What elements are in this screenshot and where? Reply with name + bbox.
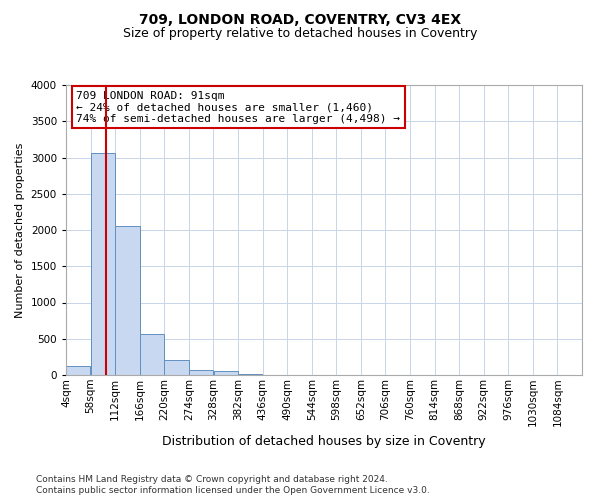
Bar bbox=[66, 366, 91, 375]
Bar bbox=[91, 153, 115, 375]
Text: Contains HM Land Registry data © Crown copyright and database right 2024.: Contains HM Land Registry data © Crown c… bbox=[36, 475, 388, 484]
Bar bbox=[189, 370, 214, 375]
Bar bbox=[214, 372, 238, 375]
Bar bbox=[164, 360, 189, 375]
Bar bbox=[238, 374, 262, 375]
Text: 709, LONDON ROAD, COVENTRY, CV3 4EX: 709, LONDON ROAD, COVENTRY, CV3 4EX bbox=[139, 12, 461, 26]
Y-axis label: Number of detached properties: Number of detached properties bbox=[15, 142, 25, 318]
X-axis label: Distribution of detached houses by size in Coventry: Distribution of detached houses by size … bbox=[162, 434, 486, 448]
Text: Contains public sector information licensed under the Open Government Licence v3: Contains public sector information licen… bbox=[36, 486, 430, 495]
Text: Size of property relative to detached houses in Coventry: Size of property relative to detached ho… bbox=[123, 28, 477, 40]
Bar bbox=[140, 334, 164, 375]
Text: 709 LONDON ROAD: 91sqm
← 24% of detached houses are smaller (1,460)
74% of semi-: 709 LONDON ROAD: 91sqm ← 24% of detached… bbox=[76, 91, 400, 124]
Bar bbox=[115, 226, 140, 375]
